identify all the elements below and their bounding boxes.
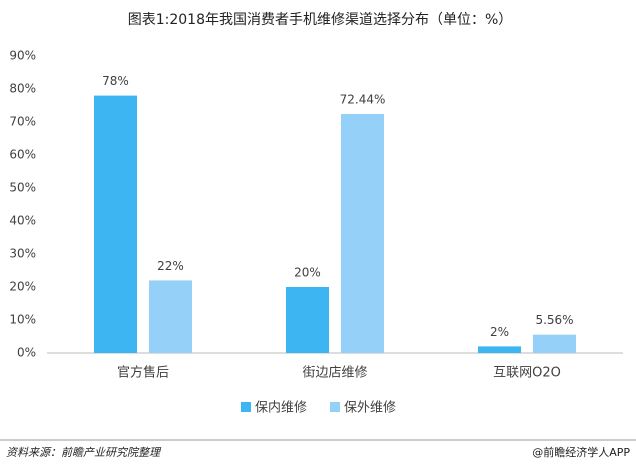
bar	[286, 287, 329, 353]
x-tick-label: 互联网O2O	[493, 366, 561, 381]
y-tick-label: 40%	[9, 214, 36, 228]
bar	[94, 95, 137, 353]
y-tick-label: 20%	[9, 280, 36, 294]
legend-label: 保外维修	[344, 401, 396, 416]
value-label: 72.44%	[340, 92, 386, 106]
y-tick-label: 10%	[9, 313, 36, 327]
y-tick-label: 90%	[9, 49, 36, 63]
credit: @前瞻经济学人APP	[532, 445, 630, 459]
y-tick-label: 80%	[9, 82, 36, 96]
bar	[341, 113, 384, 353]
value-label: 20%	[294, 266, 321, 280]
bar	[478, 346, 521, 353]
value-label: 78%	[102, 74, 129, 88]
value-label: 2%	[490, 325, 509, 339]
chart-title: 图表1:2018年我国消费者手机维修渠道选择分布（单位：%）	[128, 12, 513, 28]
y-tick-label: 60%	[9, 148, 36, 162]
value-label: 22%	[157, 259, 184, 273]
y-tick-label: 70%	[9, 115, 36, 129]
legend-swatch	[330, 402, 340, 412]
legend-swatch	[241, 402, 251, 412]
bar	[149, 280, 192, 353]
y-tick-label: 50%	[9, 181, 36, 195]
y-tick-label: 30%	[9, 247, 36, 261]
bar	[533, 334, 576, 353]
y-tick-label: 0%	[17, 346, 36, 360]
x-tick-label: 街边店维修	[302, 366, 367, 381]
source: 资料来源：前瞻产业研究院整理	[6, 446, 162, 459]
value-label: 5.56%	[535, 313, 573, 327]
legend-label: 保内维修	[255, 400, 307, 416]
x-tick-label: 官方售后	[117, 365, 169, 381]
